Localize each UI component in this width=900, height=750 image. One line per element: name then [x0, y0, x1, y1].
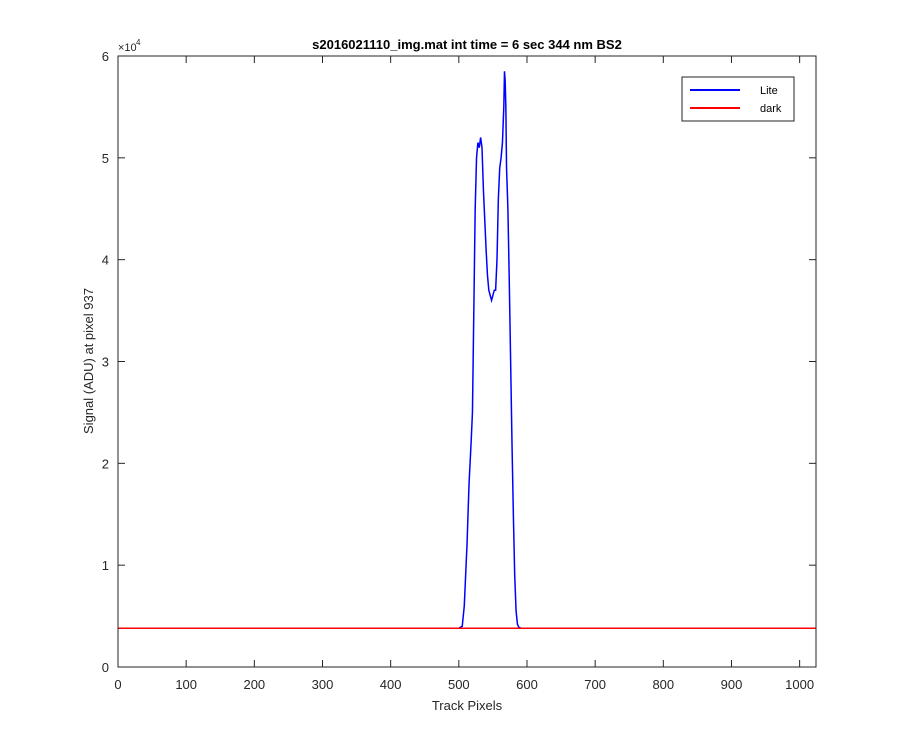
- y-tick-label: 1: [102, 558, 109, 573]
- y-tick-label: 3: [102, 355, 109, 370]
- x-axis-label: Track Pixels: [432, 698, 503, 713]
- x-tick-label: 0: [114, 677, 121, 692]
- y-exponent-power: 4: [136, 38, 141, 47]
- x-tick-label: 500: [448, 677, 470, 692]
- y-tick-label: 6: [102, 49, 109, 64]
- legend-box: [681, 76, 795, 122]
- x-tick-label: 900: [721, 677, 743, 692]
- chart-title: s2016021110_img.mat int time = 6 sec 344…: [312, 37, 622, 52]
- y-exponent-base: ×10: [118, 42, 137, 54]
- y-tick-label: 4: [102, 253, 109, 268]
- x-tick-label: 200: [243, 677, 265, 692]
- x-tick-label: 400: [380, 677, 402, 692]
- plot-area: [118, 56, 816, 667]
- x-tick-label: 1000: [785, 677, 814, 692]
- y-tick-label: 0: [102, 660, 109, 675]
- series-layer: [118, 71, 816, 630]
- y-axis-label: Signal (ADU) at pixel 937: [81, 288, 96, 434]
- legend: Lite dark: [681, 76, 795, 122]
- x-tick-label: 300: [312, 677, 334, 692]
- legend-label-lite: Lite: [760, 85, 778, 97]
- tick-layer: 0 100 200 300 400 500 600 700 800 900 1000 0 1 2 3 4 5 6: [102, 49, 816, 692]
- series-line-lite: [118, 71, 816, 630]
- x-tick-label: 800: [652, 677, 674, 692]
- y-tick-label: 2: [102, 456, 109, 471]
- x-tick-label: 600: [516, 677, 538, 692]
- x-tick-label: 100: [175, 677, 197, 692]
- x-tick-label: 700: [584, 677, 606, 692]
- legend-label-dark: dark: [760, 103, 782, 115]
- y-tick-label: 5: [102, 151, 109, 166]
